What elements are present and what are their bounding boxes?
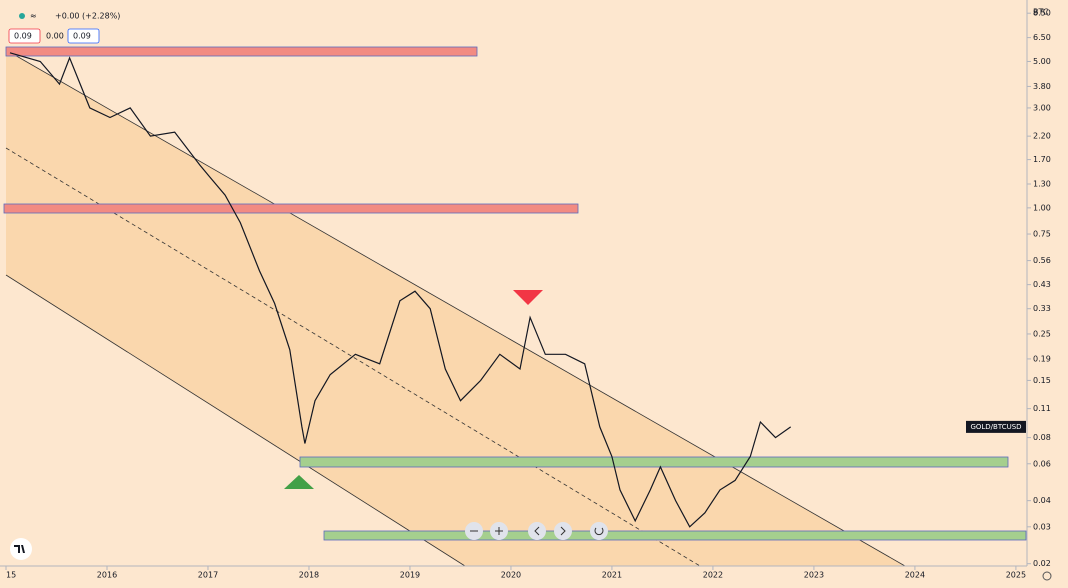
y-tick-label: 1.30 (1033, 179, 1051, 188)
reset-button[interactable] (590, 522, 608, 540)
value-box (67, 28, 100, 44)
x-tick-label: 2023 (804, 571, 824, 580)
support-zone (323, 530, 1027, 541)
y-tick-label: 0.11 (1033, 404, 1051, 413)
y-tick-label: 0.33 (1033, 304, 1051, 313)
series-tag: GOLD/BTCUSD (970, 423, 1021, 431)
navigation-toolbar (465, 522, 608, 540)
y-tick-label: 0.56 (1033, 256, 1051, 265)
x-tick-label: 2016 (97, 571, 117, 580)
y-tick-label: 8.50 (1033, 9, 1051, 18)
icon (534, 526, 540, 536)
axis-unit: BTC (1033, 8, 1049, 17)
x-tick-label: 2024 (905, 571, 925, 580)
y-tick-label: 0.03 (1033, 522, 1051, 531)
resistance-zone (3, 203, 579, 214)
ohlc-value: 0.09 (73, 32, 91, 41)
y-tick-label: 0.75 (1033, 230, 1051, 239)
status-dot (19, 13, 25, 19)
value-box (8, 28, 41, 44)
price-line (9, 52, 792, 528)
x-tick-label: 2022 (703, 571, 723, 580)
y-tick-label: 3.00 (1033, 103, 1051, 112)
ohlc-value: 0.00 (46, 32, 64, 41)
resistance-zone (5, 46, 478, 57)
y-tick-label: 6.50 (1033, 33, 1051, 42)
scroll-right-button[interactable] (554, 522, 572, 540)
x-tick-label: 2021 (602, 571, 622, 580)
y-tick-label: 0.25 (1033, 329, 1051, 338)
y-tick-label: 0.02 (1033, 559, 1051, 568)
icon (594, 527, 604, 536)
y-tick-label: 0.06 (1033, 459, 1051, 468)
y-tick-label: 1.70 (1033, 155, 1051, 164)
x-tick-label: 2017 (198, 571, 218, 580)
channel-lower (5, 274, 466, 567)
y-tick-label: 0.04 (1033, 496, 1051, 505)
x-tick-label: 2020 (501, 571, 521, 580)
y-tick-label: 5.00 (1033, 57, 1051, 66)
buy-marker (284, 475, 314, 489)
plot: 8.50 6.50 5.00 3.80 3.00 2.20 1.70 1.30 1.00 0.75… (5, 9, 1051, 580)
logo-background (10, 538, 32, 560)
icon (495, 527, 503, 535)
logo-mark (14, 545, 25, 553)
icon (560, 526, 566, 536)
scroll-left-button[interactable] (528, 522, 546, 540)
x-tick-label: 2025 (1006, 571, 1026, 580)
settings-button[interactable] (1042, 571, 1052, 581)
support-zone (299, 456, 1009, 468)
x-tick-label: 15 (6, 571, 16, 580)
y-tick-label: 0.15 (1033, 376, 1051, 385)
channel-upper (5, 49, 906, 567)
change: +0.00 (+2.28%) (55, 12, 120, 21)
y-tick-label: 3.80 (1033, 82, 1051, 91)
y-tick-label: 0.08 (1033, 433, 1051, 442)
symbol-icon: ≈ (30, 12, 37, 21)
y-tick-label: 0.43 (1033, 280, 1051, 289)
channel-mid (5, 147, 701, 567)
y-tick-label: 0.19 (1033, 354, 1051, 363)
ohlc-value: 0.09 (14, 32, 32, 41)
x-tick-label: 2019 (400, 571, 420, 580)
legend-box: ≈ +0.00 (+2.28%) 0.09 0.00 0.09 (8, 12, 120, 44)
y-tick-label: 2.20 (1033, 132, 1051, 141)
sell-marker (513, 290, 543, 305)
series-tag-bg (966, 420, 1026, 433)
y-tick-label: 1.00 (1033, 203, 1051, 212)
tv-logo (10, 538, 32, 560)
x-tick-label: 2018 (299, 571, 319, 580)
